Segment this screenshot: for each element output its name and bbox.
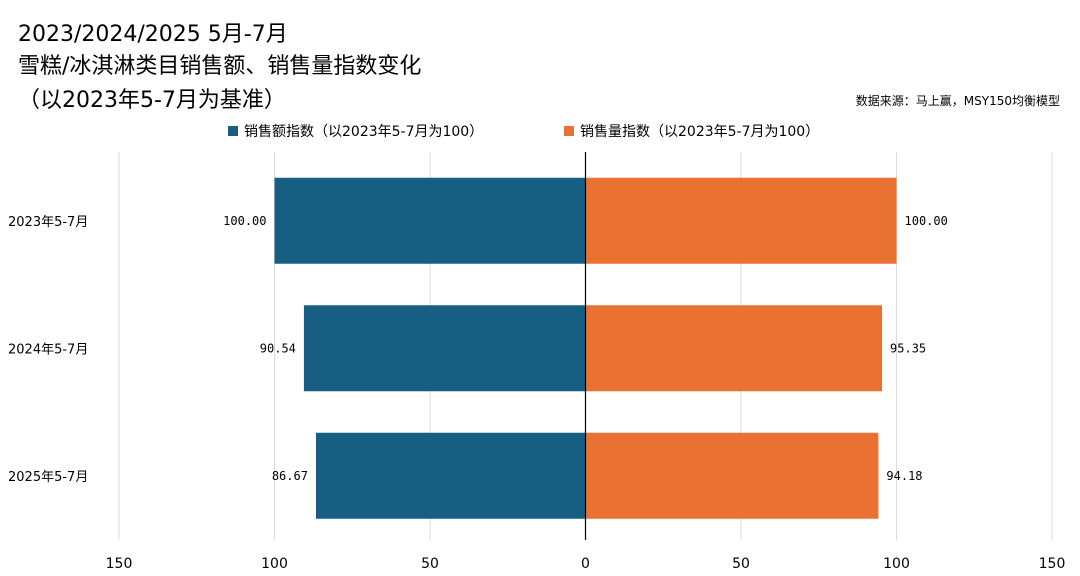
bar-left-1: [303, 305, 586, 392]
legend-swatch-sales-volume: [564, 126, 574, 136]
category-label-2: 2025年5-7月: [8, 470, 88, 485]
bar-right-0: [585, 177, 897, 264]
legend-swatch-sales-amount: [228, 126, 238, 136]
bar-left-2: [315, 432, 586, 519]
data-label-right-0: 100.00: [905, 214, 948, 228]
bar-right-2: [585, 432, 879, 519]
x-tick-label-2: 50: [421, 556, 439, 572]
x-tick-label-1: 100: [261, 556, 288, 572]
x-tick-label-0: 150: [106, 556, 133, 572]
data-label-left-0: 100.00: [223, 214, 266, 228]
data-label-left-2: 86.67: [272, 469, 308, 483]
chart-title-line-1: 2023/2024/2025 5月-7月: [18, 22, 288, 47]
legend-label-sales-amount: 销售额指数（以2023年5-7月为100）: [244, 124, 484, 140]
x-tick-label-6: 150: [1039, 556, 1066, 572]
chart-title-line-2: 雪糕/冰淇淋类目销售额、销售量指数变化: [18, 54, 422, 79]
data-label-right-1: 95.35: [890, 341, 926, 355]
legend-item-sales-volume: 销售量指数（以2023年5-7月为100）: [564, 121, 819, 141]
data-label-right-2: 94.18: [886, 469, 922, 483]
x-tick-label-4: 50: [732, 556, 750, 572]
bar-left-0: [274, 177, 586, 264]
data-label-left-1: 90.54: [260, 341, 296, 355]
category-label-0: 2023年5-7月: [8, 215, 88, 230]
bar-right-1: [585, 305, 883, 392]
x-tick-label-3: 0: [581, 556, 590, 572]
legend-item-sales-amount: 销售额指数（以2023年5-7月为100）: [228, 121, 483, 141]
data-source-note: 数据来源：马上赢，MSY150均衡模型: [855, 94, 1060, 108]
x-tick-label-5: 100: [883, 556, 910, 572]
chart-title-line-3: （以2023年5-7月为基准）: [18, 88, 286, 113]
category-label-1: 2024年5-7月: [8, 342, 88, 357]
legend-label-sales-volume: 销售量指数（以2023年5-7月为100）: [580, 124, 820, 140]
